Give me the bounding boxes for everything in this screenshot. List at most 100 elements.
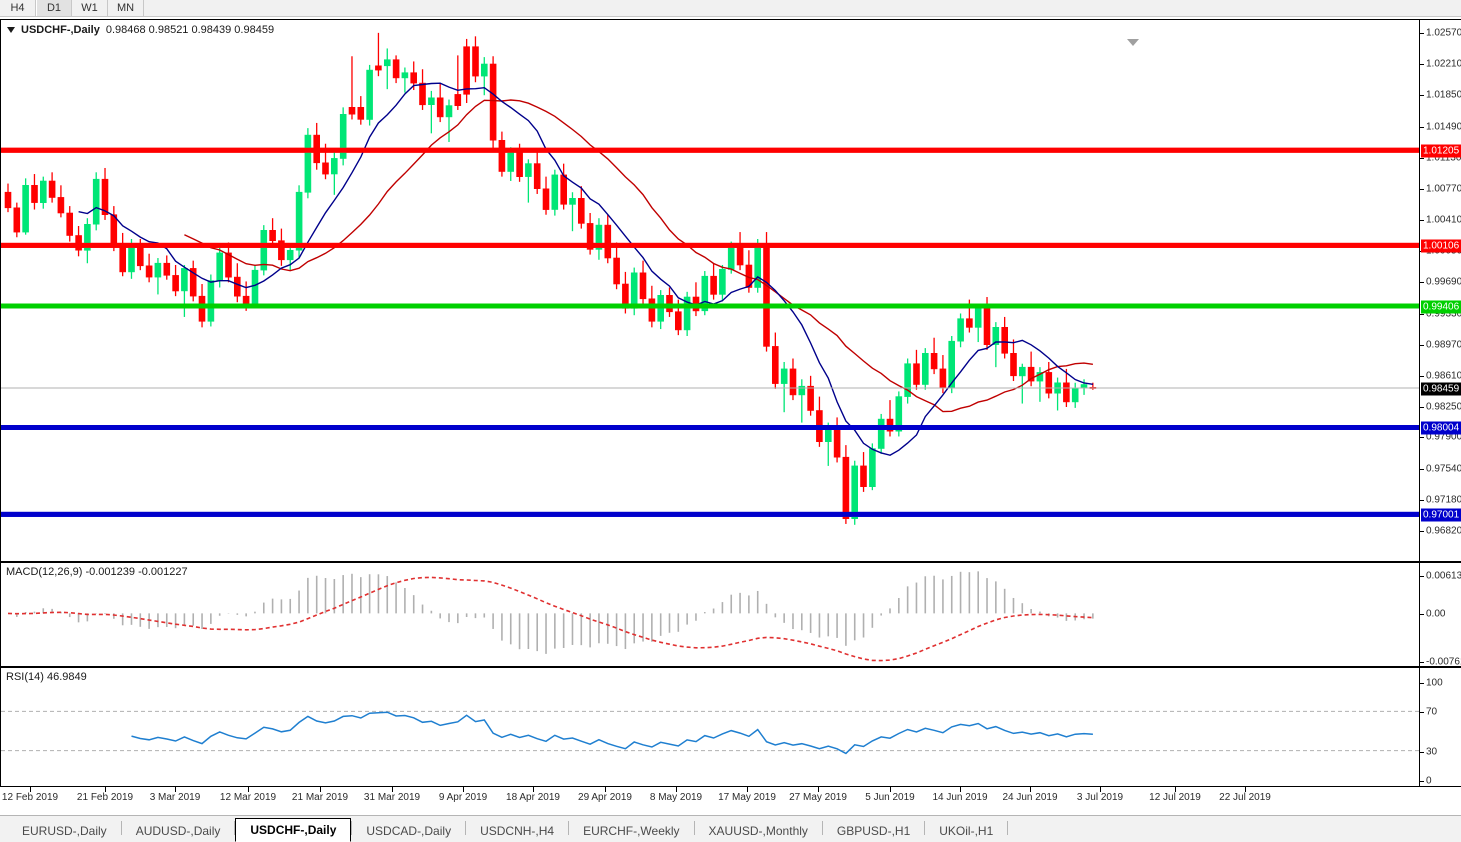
candle-body [1071,387,1079,403]
candle-body [719,269,726,295]
triangle-down-icon[interactable] [7,27,15,33]
rsi-axis-tick [1420,781,1424,782]
candle-body [1063,382,1070,403]
price-axis-flag-resistance[interactable]: 1.00106 [1421,239,1461,253]
candle-body [260,230,268,271]
candle-body [551,174,559,210]
price-axis-flag-resistance[interactable]: 1.01205 [1421,144,1461,158]
price-chart-pane[interactable]: USDCHF-,Daily 0.98468 0.98521 0.98439 0.… [0,19,1420,562]
candle-body [128,245,135,273]
timeframe-button-w1[interactable]: W1 [72,0,108,16]
date-axis-tick [605,787,606,792]
chart-tab-gbpusd-h1[interactable]: GBPUSD-,H1 [836,824,911,838]
date-axis-tick [1100,787,1101,792]
candle-body [181,268,188,292]
price-axis-tick-label: 0.97900 [1426,431,1461,443]
price-chart-canvas [1,32,1419,525]
price-axis-tick-label: 1.02570 [1426,27,1461,39]
macd-axis[interactable]: 0.00613 0.00 -0.0076127 [1420,562,1461,668]
tab-separator [120,820,122,835]
price-axis-flag-support[interactable]: 0.97001 [1421,508,1461,522]
macd-label: MACD(12,26,9) -0.001239 -0.001227 [6,566,188,578]
price-axis-flag-last-price[interactable]: 0.98459 [1421,382,1461,396]
price-axis-tick-label: 1.01490 [1426,121,1461,133]
candle-body [357,107,365,120]
candle-body [348,107,356,115]
price-axis-flag-support[interactable]: 0.99406 [1421,300,1461,314]
price-axis-tick [1420,126,1424,128]
rsi-label: RSI(14) 46.9849 [6,671,87,683]
chart-tab-eurchf-weekly[interactable]: EURCHF-,Weekly [583,824,680,838]
candle-body [974,307,982,328]
macd-axis-tick [1420,662,1424,663]
date-axis-tick [818,787,819,792]
price-axis-flag-support[interactable]: 0.98004 [1421,421,1461,435]
chart-tab-ukoil-h1[interactable]: UKOil-,H1 [939,824,994,838]
chart-tab-usdchf-daily[interactable]: USDCHF-,Daily [235,818,352,842]
price-axis-tick [1420,375,1424,377]
timeframe-button-mn[interactable]: MN [108,0,144,16]
date-axis-tick [320,787,321,792]
candle-body [516,152,523,177]
chart-scroll-marker-icon[interactable] [1127,39,1139,46]
candle-body [595,224,603,250]
support-resistance-lines-back [1,147,1419,517]
price-axis-tick [1420,188,1424,190]
macd-indicator-pane[interactable]: MACD(12,26,9) -0.001239 -0.001227 [0,562,1420,667]
date-axis-label: 27 May 2019 [789,792,847,803]
candle-body [577,198,585,224]
rsi-indicator-pane[interactable]: RSI(14) 46.9849 [0,667,1420,787]
timeframe-button-h4[interactable]: H4 [0,0,36,16]
date-axis-label: 9 Apr 2019 [438,792,488,803]
date-axis-label: 29 Apr 2019 [578,792,632,803]
right-axis-column: 1.025701.022101.018501.014901.011301.007… [1420,19,1461,787]
date-axis-label: 21 Mar 2019 [291,792,349,803]
candle-body [860,465,867,487]
price-axis-tick [1420,468,1424,470]
candle-body [392,59,400,79]
date-axis-label: 31 Mar 2019 [363,792,421,803]
candle-body [1027,366,1035,382]
price-axis-tick [1420,344,1424,346]
candle-body [480,63,488,77]
price-axis[interactable]: 1.025701.022101.018501.014901.011301.007… [1420,19,1461,562]
candle-body [957,318,964,342]
chart-tab-xauusd-monthly[interactable]: XAUUSD-,Monthly [708,824,808,838]
macd-axis-tick [1420,614,1424,616]
rsi-axis[interactable]: 100 70 30 0 [1420,667,1461,787]
candle-body [604,224,612,259]
candle-body [234,276,241,297]
chart-tab-usdcad-daily[interactable]: USDCAD-,Daily [366,824,452,838]
candle-body [322,162,329,175]
candle-body [216,252,223,281]
price-axis-tick-label: 0.97540 [1426,463,1461,475]
candle-body [163,262,171,276]
date-axis-label: 18 Apr 2019 [506,792,560,803]
chart-tab-eurusd-daily[interactable]: EURUSD-,Daily [22,824,107,838]
candle-body [75,235,82,251]
candle-body [895,396,903,432]
date-axis-tick [248,787,249,792]
price-axis-tick [1420,282,1424,284]
candle-body [569,198,576,205]
candle-body [710,275,717,295]
candle-body [780,368,788,384]
candle-body [1036,372,1044,382]
candlestick-series [4,32,1097,525]
candle-body [278,240,285,261]
candle-body [84,224,91,251]
candle-body [533,163,541,190]
chart-tab-usdcnh-h4[interactable]: USDCNH-,H4 [480,824,555,838]
chart-tab-audusd-daily[interactable]: AUDUSD-,Daily [135,824,221,838]
date-axis-tick [890,787,891,792]
date-axis-label: 12 Jul 2019 [1149,792,1201,803]
price-axis-tick [1420,64,1424,66]
price-axis-tick-label: 0.98610 [1426,370,1461,382]
timeframe-button-d1[interactable]: D1 [36,0,72,16]
price-axis-tick [1420,220,1424,222]
candle-body [1018,366,1026,377]
candle-body [683,296,691,331]
candle-body [48,180,56,198]
price-axis-tick-label: 1.01850 [1426,89,1461,101]
